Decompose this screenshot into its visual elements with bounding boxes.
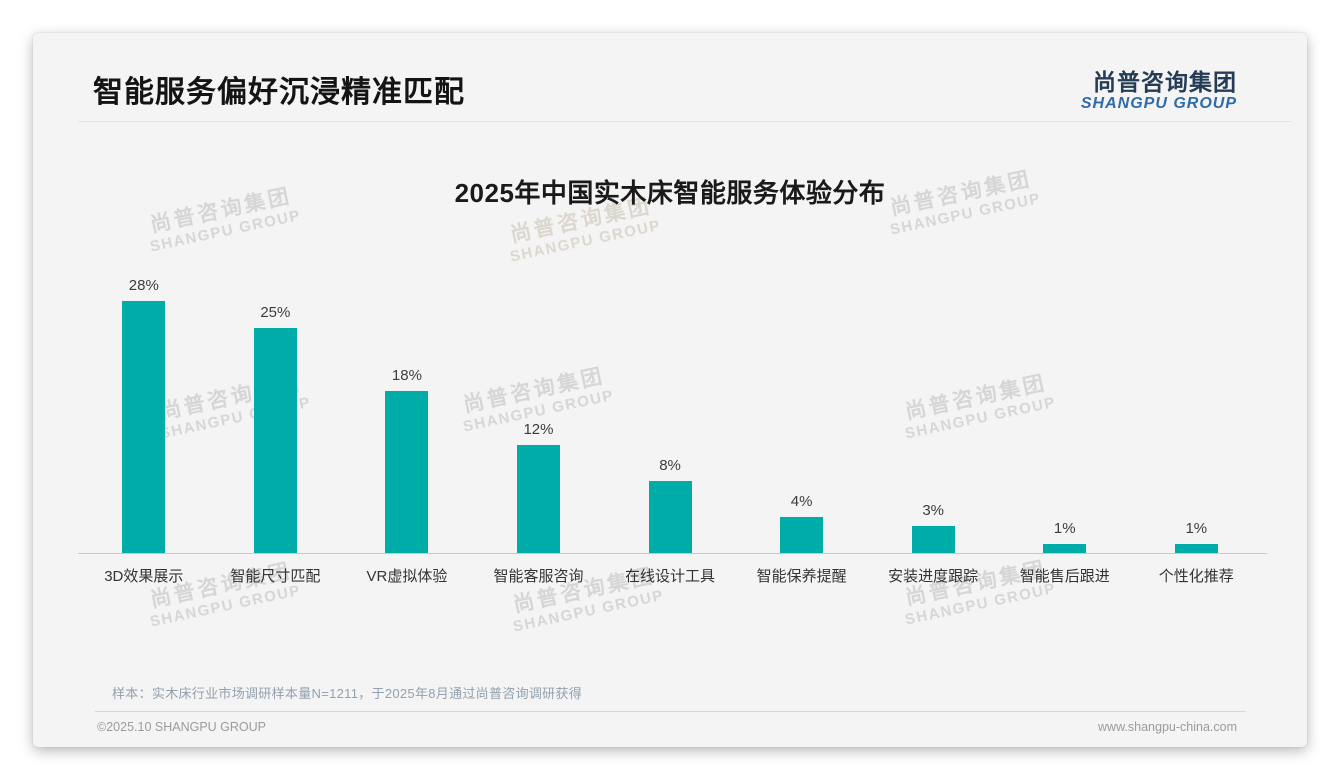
- slide-header: 智能服务偏好沉浸精准匹配 尚普咨询集团 SHANGPU GROUP: [33, 33, 1307, 121]
- bar-group: 1%: [999, 520, 1131, 553]
- watermark-text-en: SHANGPU GROUP: [148, 582, 303, 631]
- watermark-text-en: SHANGPU GROUP: [511, 587, 666, 636]
- slide-footer: ©2025.10 SHANGPU GROUP www.shangpu-china…: [97, 720, 1237, 734]
- logo-text-cn: 尚普咨询集团: [1093, 68, 1237, 95]
- category-label: 3D效果展示: [104, 568, 184, 585]
- bar: [1043, 544, 1087, 553]
- footer-website: www.shangpu-china.com: [1098, 720, 1237, 734]
- bar-value-label: 12%: [523, 421, 554, 438]
- bar-group: 8%: [604, 457, 736, 553]
- bar-value-label: 25%: [260, 304, 291, 321]
- category-label: 智能客服咨询: [493, 568, 584, 585]
- bar-value-label: 18%: [391, 367, 422, 384]
- bar-value-label: 8%: [659, 457, 681, 474]
- bar-value-label: 28%: [128, 277, 159, 294]
- footer-divider: [95, 711, 1245, 712]
- bar-group: 4%: [736, 493, 868, 553]
- bar-value-label: 1%: [1185, 520, 1208, 537]
- bar: [911, 526, 955, 553]
- category-label: 智能尺寸匹配: [230, 568, 321, 585]
- bar: [385, 391, 429, 553]
- bar-value-label: 1%: [1053, 520, 1076, 537]
- bar-group: 28%: [78, 277, 210, 553]
- category-label: 安装进度跟踪: [888, 568, 979, 585]
- slide-card: 尚普咨询集团 SHANGPU GROUP 尚普咨询集团 SHANGPU GROUP 尚普…: [33, 33, 1307, 747]
- category-label: 个性化推荐: [1158, 568, 1234, 585]
- category-label: 智能售后跟进: [1019, 568, 1110, 585]
- bar-group: 3%: [867, 502, 999, 553]
- logo-text-en: SHANGPU GROUP: [1080, 94, 1237, 112]
- x-axis-labels: 3D效果展示 智能尺寸匹配 VR虚拟体验 智能客服咨询 在线设计工具 智能保养提醒 安装进度…: [78, 565, 1262, 586]
- bar-group: 1%: [1131, 520, 1263, 553]
- bar: [1174, 544, 1218, 553]
- bar-group: 12%: [473, 421, 605, 553]
- x-axis-line: [78, 553, 1267, 554]
- bar: [516, 445, 560, 553]
- footer-copyright: ©2025.10 SHANGPU GROUP: [97, 720, 266, 734]
- chart-title: 2025年中国实木床智能服务体验分布: [454, 178, 886, 208]
- page-title: 智能服务偏好沉浸精准匹配: [93, 76, 465, 109]
- bar: [648, 481, 692, 553]
- watermark: 尚普咨询集团 SHANGPU GROUP: [881, 552, 1076, 634]
- category-label: 在线设计工具: [625, 568, 716, 585]
- bar-chart: 28% 25% 18% 12% 8% 4% 3% 1% 1%: [78, 33, 1262, 553]
- bar-group: 18%: [341, 367, 473, 553]
- bar-value-label: 3%: [922, 502, 944, 519]
- category-label: VR虚拟体验: [366, 568, 448, 585]
- bar: [780, 517, 824, 553]
- company-logo: 尚普咨询集团 SHANGPU GROUP: [1081, 70, 1237, 113]
- header-divider: [78, 121, 1291, 122]
- bar-group: 25%: [210, 304, 342, 553]
- bar: [253, 328, 297, 553]
- sample-note: 样本：实木床行业市场调研样本量N=1211，于2025年8月通过尚普咨询调研获得: [112, 686, 583, 701]
- bar: [122, 301, 166, 553]
- category-label: 智能保养提醒: [756, 568, 847, 585]
- bar-value-label: 4%: [790, 493, 813, 510]
